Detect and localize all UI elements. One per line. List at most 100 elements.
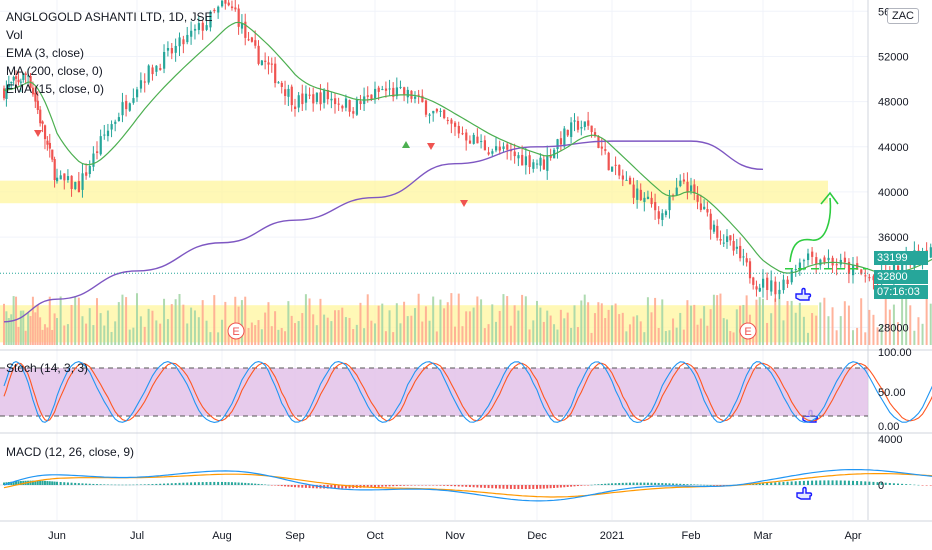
candle-body (193, 28, 197, 31)
volume-bar (576, 327, 579, 345)
stoch-label[interactable]: Stoch (14, 3, 3) (6, 361, 89, 375)
macd-histogram-bar (790, 481, 793, 485)
volume-bar (726, 319, 728, 345)
candle-body (417, 94, 420, 96)
candle-body (636, 188, 639, 200)
macd-histogram-bar (802, 480, 805, 485)
macd-histogram-bar (66, 482, 69, 485)
volume-bar (929, 303, 932, 345)
candle-body (186, 34, 189, 43)
candle-body (528, 155, 531, 167)
volume-bar (5, 311, 8, 345)
candle-body (583, 121, 586, 127)
macd-histogram-bar (457, 485, 460, 487)
volume-bar (53, 313, 56, 345)
candle-body (480, 141, 483, 143)
candle-body (66, 176, 70, 181)
candle-body (41, 121, 44, 124)
volume-bar (835, 330, 838, 345)
macd-histogram-bar (536, 485, 538, 489)
candle-body (513, 151, 516, 157)
macd-label[interactable]: MACD (12, 26, close, 9) (6, 445, 135, 459)
macd-histogram-bar (621, 482, 624, 485)
macd-histogram-bar (506, 485, 509, 489)
macd-histogram-bar (417, 485, 420, 486)
volume-bar (443, 308, 446, 345)
volume-bar (432, 296, 435, 345)
candle-body (257, 45, 260, 64)
candle-body (143, 81, 146, 83)
macd-histogram-bar (250, 483, 253, 485)
candle-body (465, 132, 468, 141)
symbol-title[interactable]: ANGLOGOLD ASHANTI LTD, 1D, JSE (6, 10, 213, 24)
candle-body (457, 125, 460, 134)
volume-bar (301, 313, 304, 345)
candle-body (326, 90, 329, 100)
time-tick-label: Dec (527, 530, 547, 542)
volume-bar (186, 323, 189, 345)
macd-histogram-bar (839, 480, 842, 485)
volume-bar (410, 315, 413, 345)
candle-body (815, 257, 818, 265)
volume-bar (856, 327, 859, 345)
volume-bar (260, 329, 263, 345)
candle-body (337, 103, 340, 105)
macd-histogram-bar (611, 483, 613, 485)
volume-bar (128, 329, 131, 345)
macd-histogram-bar (96, 484, 98, 485)
volume-bar (224, 301, 227, 345)
candle-body (446, 119, 449, 121)
macd-histogram-bar (600, 483, 603, 485)
volume-bar (709, 309, 712, 345)
candle-body (280, 82, 283, 87)
macd-histogram-bar (297, 485, 300, 488)
legend-volume[interactable]: Vol (6, 28, 23, 42)
time-tick-label: Nov (445, 530, 465, 542)
volume-bar (570, 327, 573, 345)
candle-body (46, 140, 49, 145)
macd-histogram-bar (15, 481, 18, 485)
candle-body (604, 149, 607, 151)
volume-bar (395, 303, 398, 345)
candle-body (729, 235, 732, 241)
macd-histogram-bar (432, 485, 435, 486)
macd-histogram-bar (29, 480, 32, 485)
volume-bar (762, 298, 764, 345)
macd-histogram-bar (399, 485, 402, 486)
candle-body (5, 88, 8, 99)
volume-bar (864, 332, 867, 345)
volume-bar (679, 312, 682, 345)
candle-body (15, 76, 18, 79)
macd-histogram-bar (495, 485, 497, 489)
macd-histogram-bar (465, 485, 468, 487)
candle-body (178, 37, 181, 47)
volume-bar (147, 308, 150, 345)
volume-bar (10, 314, 13, 345)
macd-histogram-bar (53, 481, 56, 485)
macd-histogram-bar (77, 483, 80, 485)
candle-body (74, 181, 77, 190)
macd-histogram-bar (487, 485, 490, 489)
legend-ma200[interactable]: MA (200, close, 0) (6, 64, 103, 78)
macd-histogram-bar (618, 482, 621, 485)
volume-bar (729, 331, 732, 345)
candle-body (686, 181, 689, 193)
candle-body (355, 99, 359, 115)
candle-body (182, 39, 185, 45)
currency-badge[interactable]: ZAC (887, 8, 919, 24)
volume-bar (280, 327, 283, 345)
candle-body (106, 130, 110, 137)
legend-ema15[interactable]: EMA (15, close, 0) (6, 82, 105, 96)
volume-bar (294, 323, 296, 345)
candle-body (403, 87, 406, 96)
macd-histogram-bar (774, 482, 777, 485)
macd-histogram-bar (3, 482, 5, 485)
macd-histogram-bar (12, 481, 15, 485)
volume-bar (155, 320, 158, 345)
candle-body (722, 242, 725, 244)
volume-bar (363, 328, 366, 345)
legend-ema3[interactable]: EMA (3, close) (6, 46, 85, 60)
candle-body (190, 30, 193, 37)
volume-bar (417, 293, 420, 345)
macd-histogram-bar (563, 485, 566, 488)
